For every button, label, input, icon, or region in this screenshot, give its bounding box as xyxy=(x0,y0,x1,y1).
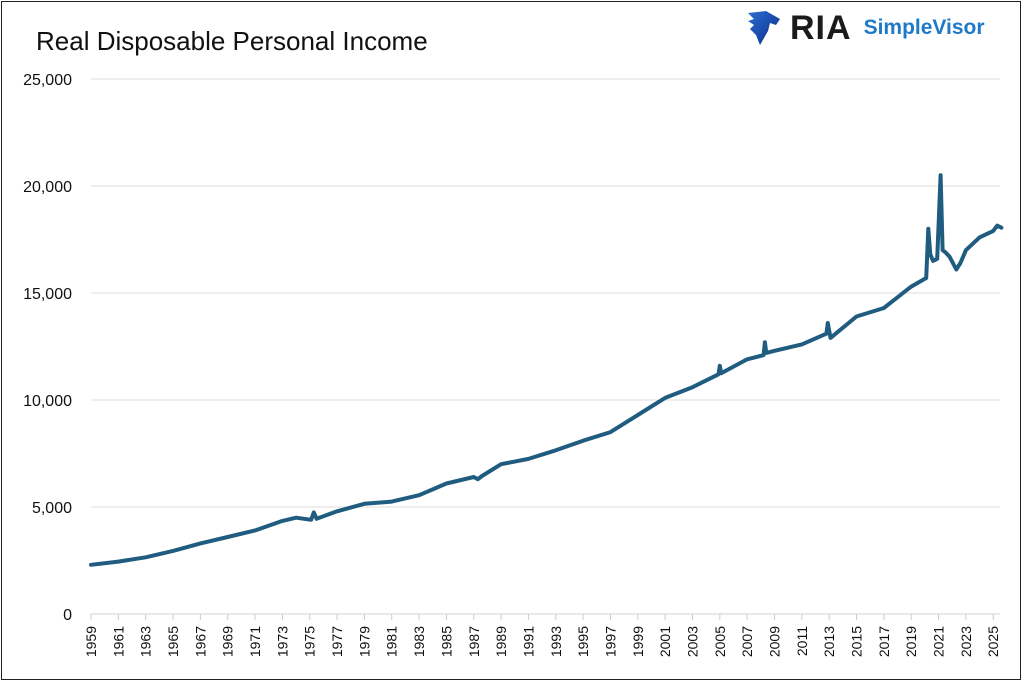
x-tick-label: 2019 xyxy=(903,626,919,657)
y-tick-label: 10,000 xyxy=(23,393,72,410)
x-tick-label: 1965 xyxy=(165,626,181,657)
logo-ria: RIA xyxy=(790,8,852,47)
x-tick-label: 1997 xyxy=(602,626,618,657)
x-tick-label: 1971 xyxy=(247,626,263,657)
x-tick-label: 1999 xyxy=(630,626,646,657)
chart-title: Real Disposable Personal Income xyxy=(36,26,428,56)
y-tick-label: 20,000 xyxy=(23,179,72,196)
y-tick-label: 25,000 xyxy=(23,72,72,89)
logo: RIA SimpleVisor xyxy=(746,8,985,48)
logo-simplevisor: SimpleVisor xyxy=(863,16,985,39)
x-tick-label: 1989 xyxy=(493,626,509,657)
x-tick-label: 1983 xyxy=(411,626,427,657)
x-tick-label: 1977 xyxy=(329,626,345,657)
x-tick-label: 2025 xyxy=(985,626,1001,657)
x-tick-label: 2001 xyxy=(657,626,673,657)
x-tick-label: 1987 xyxy=(466,626,482,657)
x-tick-label: 2013 xyxy=(821,626,837,657)
x-tick-label: 2011 xyxy=(794,626,810,656)
x-tick-label: 2023 xyxy=(958,626,974,657)
x-tick-label: 1979 xyxy=(356,626,372,657)
eagle-icon xyxy=(748,11,780,45)
x-tick-label: 1961 xyxy=(110,626,126,657)
y-tick-label: 15,000 xyxy=(23,286,72,303)
x-tick-label: 1973 xyxy=(274,626,290,657)
x-tick-label: 1981 xyxy=(384,626,400,657)
x-tick-label: 1967 xyxy=(192,626,208,657)
x-tick-label: 2009 xyxy=(767,626,783,657)
x-tick-label: 2017 xyxy=(876,626,892,657)
y-tick-label: 5,000 xyxy=(32,500,72,517)
x-tick-label: 1985 xyxy=(438,626,454,657)
x-tick-label: 2007 xyxy=(739,626,755,657)
x-tick-label: 1969 xyxy=(220,626,236,657)
x-tick-label: 1993 xyxy=(548,626,564,657)
x-tick-label: 2015 xyxy=(849,626,865,657)
x-tick-label: 1963 xyxy=(138,626,154,657)
x-tick-label: 2005 xyxy=(712,626,728,657)
x-tick-label: 1959 xyxy=(83,626,99,657)
y-tick-label: 0 xyxy=(63,607,72,624)
x-tick-label: 1991 xyxy=(520,626,536,657)
x-tick-label: 1995 xyxy=(575,626,591,657)
x-tick-label: 2021 xyxy=(931,626,947,657)
x-tick-label: 2003 xyxy=(684,626,700,657)
x-tick-label: 1975 xyxy=(302,626,318,657)
series-line xyxy=(89,173,1004,567)
